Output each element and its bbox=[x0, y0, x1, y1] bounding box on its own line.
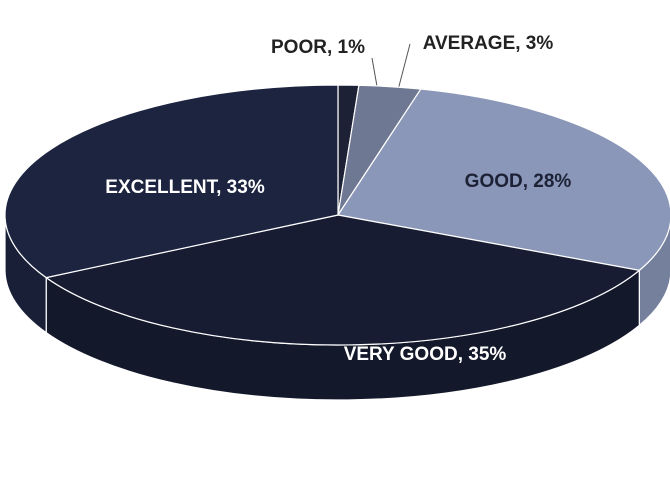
pie-slice bbox=[44, 214, 641, 346]
leader-line bbox=[397, 43, 411, 91]
pie-slice bbox=[4, 84, 339, 279]
data-label: AVERAGE, 3% bbox=[423, 33, 554, 54]
data-label: VERY GOOD, 35% bbox=[344, 344, 507, 365]
data-label: EXCELLENT, 33% bbox=[105, 177, 265, 198]
data-label: POOR, 1% bbox=[271, 37, 365, 58]
data-label: GOOD, 28% bbox=[465, 171, 572, 192]
pie-slice bbox=[337, 88, 670, 271]
